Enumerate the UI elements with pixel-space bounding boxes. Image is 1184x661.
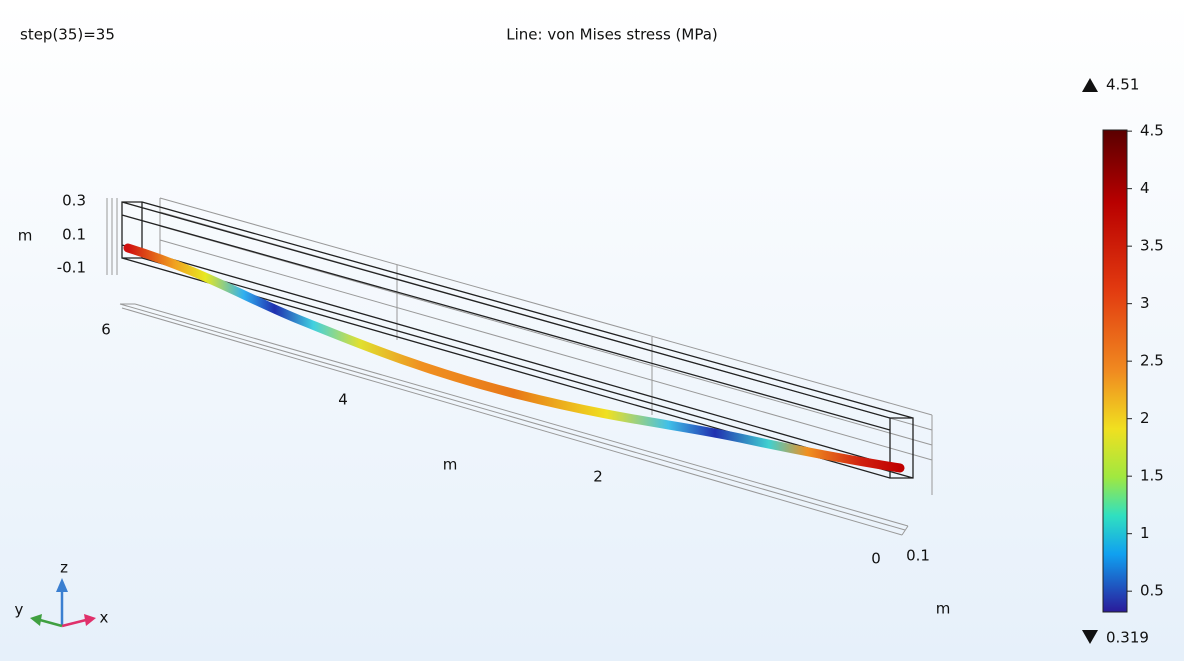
- colorbar-tick-label: 4: [1140, 179, 1150, 197]
- z-unit: m: [18, 227, 33, 245]
- step-label: step(35)=35: [20, 26, 115, 44]
- graphics-window: step(35)=35 Line: von Mises stress (MPa)…: [0, 0, 1184, 661]
- x-unit: m: [936, 600, 951, 618]
- colorbar-tick-label: 2.5: [1140, 352, 1164, 370]
- colorbar-tick-label: 0.5: [1140, 582, 1164, 600]
- colorbar-tick-label: 1: [1140, 524, 1150, 542]
- y-tick: 2: [593, 468, 603, 486]
- colorbar-tick-label: 3: [1140, 294, 1150, 312]
- y-tick: 6: [101, 321, 111, 339]
- colorbar-tick-label: 4.5: [1140, 122, 1164, 140]
- x-tick: 0.1: [906, 547, 930, 565]
- colorbar-tick-label: 1.5: [1140, 467, 1164, 485]
- z-tick: -0.1: [57, 259, 86, 277]
- z-tick: 0.3: [62, 192, 86, 210]
- triad-x: x: [100, 609, 109, 627]
- triad-y: y: [15, 601, 24, 619]
- colorbar: [1103, 130, 1127, 612]
- page: step(35)=35 Line: von Mises stress (MPa)…: [0, 0, 1184, 661]
- colorbar-tick-label: 3.5: [1140, 237, 1164, 255]
- y-unit: m: [443, 456, 458, 474]
- y-tick: 0: [871, 550, 881, 568]
- colorbar-min: 0.319: [1106, 629, 1149, 647]
- plot-title: Line: von Mises stress (MPa): [506, 26, 718, 44]
- triad-z: z: [60, 559, 68, 577]
- background: [0, 0, 1184, 661]
- z-tick: 0.1: [62, 226, 86, 244]
- colorbar-tick-label: 2: [1140, 409, 1150, 427]
- colorbar-max: 4.51: [1106, 76, 1139, 94]
- y-tick: 4: [338, 391, 348, 409]
